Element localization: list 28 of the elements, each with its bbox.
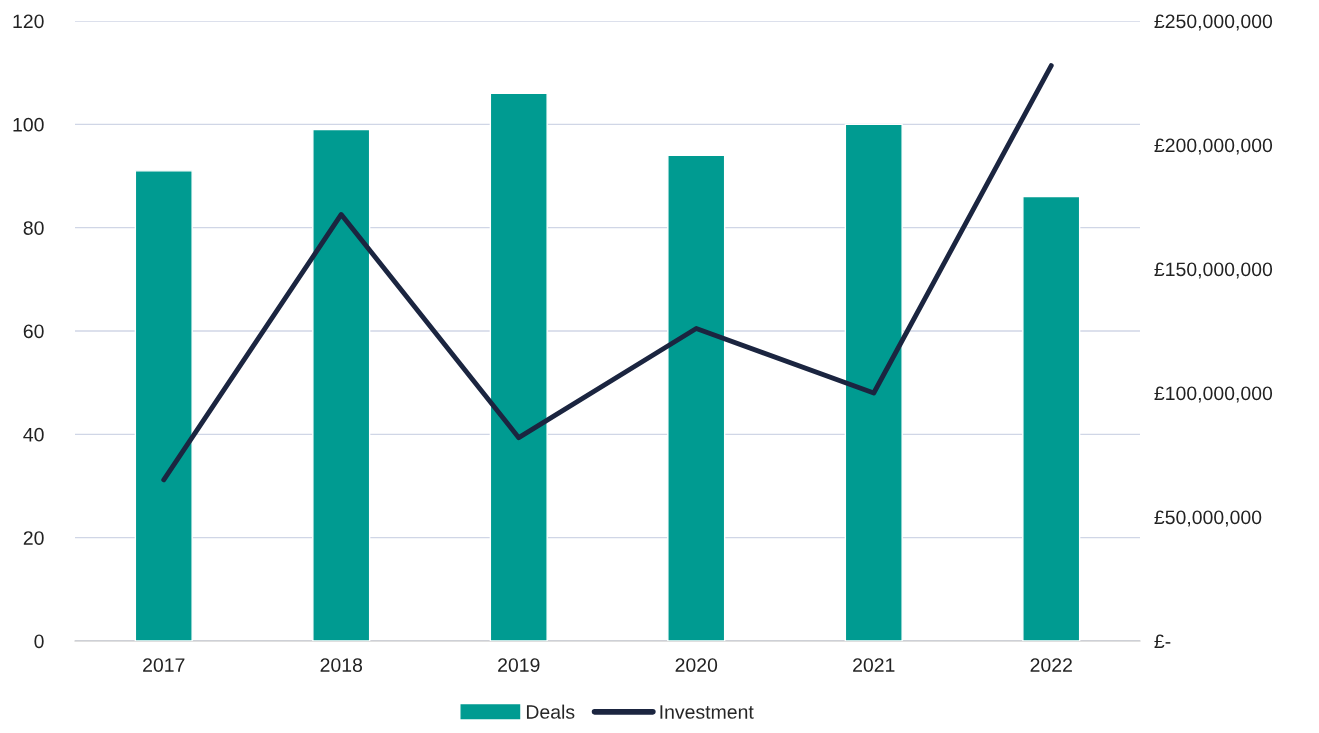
- legend-label: Deals: [526, 704, 575, 719]
- y-tick-label: 20: [23, 531, 44, 545]
- y-tick-label: 100: [13, 117, 44, 132]
- y-tick-label: 40: [23, 427, 44, 442]
- bar: [489, 92, 548, 641]
- bar: [312, 128, 371, 641]
- y2-tick-label: £-: [1154, 634, 1171, 649]
- y2-tick-label: £150,000,000: [1154, 262, 1273, 279]
- y-tick-label: 80: [23, 221, 44, 235]
- y-tick-label: 120: [13, 14, 44, 29]
- y2-tick-label: £100,000,000: [1154, 386, 1273, 403]
- bar: [134, 170, 193, 641]
- x-tick-label: 2019: [498, 658, 540, 672]
- x-tick-label: 2018: [320, 658, 363, 672]
- y2-tick-label: £250,000,000: [1154, 14, 1273, 31]
- y-tick-label: 0: [34, 634, 44, 649]
- y-tick-label: 60: [23, 324, 44, 339]
- y2-tick-label: £50,000,000: [1154, 510, 1262, 527]
- x-tick-label: 2020: [675, 658, 718, 672]
- x-tick-label: 2021: [853, 658, 895, 672]
- legend-label: Investment: [660, 705, 754, 719]
- x-tick-label: 2022: [1030, 658, 1072, 672]
- y2-tick-label: £200,000,000: [1154, 138, 1273, 155]
- x-tick-label: 2017: [143, 658, 185, 672]
- bar: [1022, 195, 1081, 641]
- bar: [844, 123, 903, 641]
- line-series: [161, 63, 1054, 483]
- bar: [667, 154, 726, 641]
